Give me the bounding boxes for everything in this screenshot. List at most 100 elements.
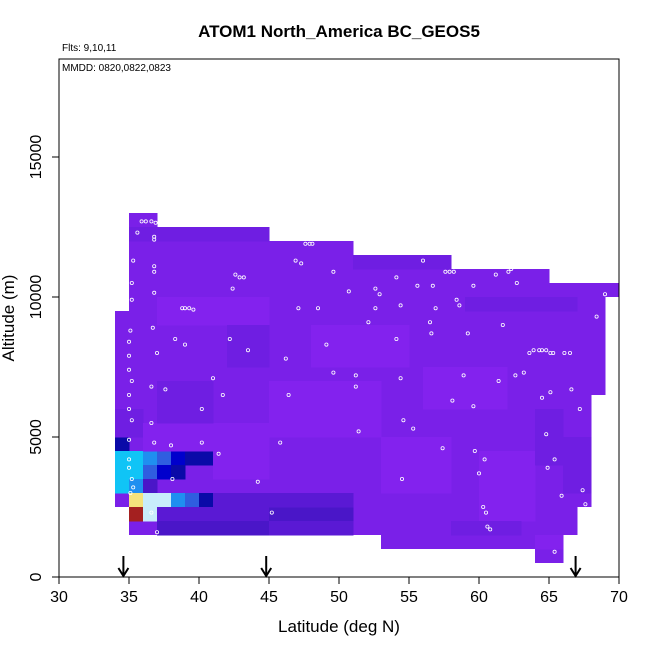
heatmap-cell	[157, 507, 270, 522]
data-point	[286, 392, 291, 397]
data-point	[433, 306, 438, 311]
data-point	[127, 457, 132, 462]
data-point	[139, 219, 144, 224]
heatmap-cell	[535, 409, 564, 466]
data-point	[210, 376, 215, 381]
heatmap-cell	[143, 493, 158, 508]
data-point	[580, 488, 585, 493]
data-point	[129, 476, 134, 481]
data-point	[129, 378, 134, 383]
data-point	[128, 490, 133, 495]
data-point	[324, 342, 329, 347]
data-point	[152, 269, 157, 274]
x-tick-label: 30	[50, 589, 68, 606]
data-point	[548, 390, 553, 395]
heatmap-cell	[171, 451, 186, 466]
data-point	[540, 395, 545, 400]
data-point	[544, 432, 549, 437]
heatmap-cell	[129, 507, 144, 522]
data-point	[443, 269, 448, 274]
data-point	[488, 527, 493, 532]
arrow-down-icon	[117, 556, 130, 578]
x-tick-label: 70	[610, 589, 628, 606]
data-point	[149, 219, 154, 224]
data-point	[362, 250, 367, 255]
data-point	[500, 322, 505, 327]
flight-arrows	[117, 556, 582, 578]
x-tick-label: 35	[120, 589, 138, 606]
data-point	[366, 320, 371, 325]
heatmap-cell	[423, 367, 508, 410]
data-point	[129, 297, 134, 302]
arrow-down-icon	[569, 556, 582, 578]
data-point	[356, 429, 361, 434]
data-point	[589, 278, 594, 283]
y-tick-label: 15000	[28, 135, 45, 180]
data-point	[420, 258, 425, 263]
data-point	[509, 266, 514, 271]
heatmap-cells	[115, 213, 620, 563]
data-point	[476, 471, 481, 476]
x-tick-label: 45	[260, 589, 278, 606]
data-point	[537, 348, 542, 353]
y-axis-label: Altitude (m)	[0, 275, 18, 362]
data-point	[457, 303, 462, 308]
data-point	[143, 219, 148, 224]
data-point	[154, 530, 159, 535]
data-point	[129, 280, 134, 285]
heatmap-column	[605, 283, 620, 297]
data-point	[583, 502, 588, 507]
data-point	[150, 325, 155, 330]
heatmap-cell	[157, 297, 270, 326]
data-point	[551, 350, 556, 355]
data-point	[521, 370, 526, 375]
data-point	[514, 280, 519, 285]
heatmap-cell	[143, 507, 158, 522]
data-point	[377, 292, 382, 297]
data-point	[149, 420, 154, 425]
data-point	[482, 457, 487, 462]
data-point	[227, 336, 232, 341]
data-point	[568, 350, 573, 355]
data-point	[127, 353, 132, 358]
y-tick-label: 10000	[28, 275, 45, 320]
heatmap-cell	[185, 451, 200, 466]
heatmap-cell	[143, 451, 158, 466]
data-point	[170, 476, 175, 481]
data-point	[506, 269, 511, 274]
data-point	[373, 286, 378, 291]
data-point	[241, 275, 246, 280]
data-point	[127, 465, 132, 470]
data-point	[293, 258, 298, 263]
data-point	[131, 485, 136, 490]
data-point	[255, 479, 260, 484]
data-point	[131, 258, 136, 263]
x-axis-label: Latitude (deg N)	[278, 617, 400, 636]
x-tick-label: 50	[330, 589, 348, 606]
data-point	[552, 457, 557, 462]
heatmap-cell	[269, 507, 354, 522]
heatmap-cell	[157, 381, 214, 424]
flights-note: Flts: 9,10,11	[62, 43, 117, 54]
heatmap-cell	[353, 255, 452, 270]
heatmap-cell	[171, 465, 186, 480]
data-point	[373, 306, 378, 311]
data-point	[429, 331, 434, 336]
data-point	[594, 314, 599, 319]
data-point	[531, 348, 536, 353]
heatmap-cell	[157, 521, 270, 536]
data-point	[168, 443, 173, 448]
data-point	[152, 264, 157, 269]
data-point	[598, 278, 603, 283]
data-point	[472, 448, 477, 453]
data-point	[199, 406, 204, 411]
heatmap-cell	[157, 451, 172, 466]
date-note: MMDD: 0820,0822,0823	[62, 63, 171, 74]
data-point	[415, 283, 420, 288]
data-point	[296, 306, 301, 311]
data-point	[483, 510, 488, 515]
data-point	[127, 392, 132, 397]
x-tick-label: 55	[400, 589, 418, 606]
data-point	[427, 320, 432, 325]
